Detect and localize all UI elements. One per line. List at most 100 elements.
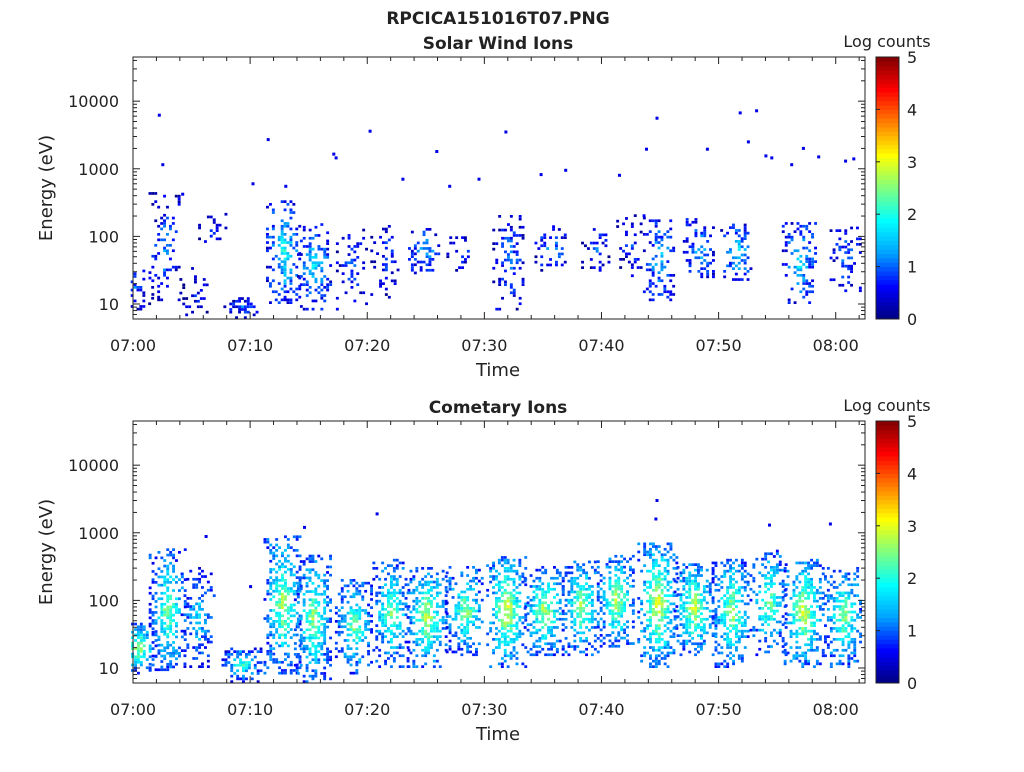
heatmap-cell: [290, 277, 293, 280]
heatmap-cell: [538, 651, 541, 654]
heatmap-cell: [418, 638, 421, 641]
heatmap-cell: [513, 245, 516, 248]
heatmap-cell: [559, 640, 562, 643]
heatmap-cell: [284, 582, 287, 585]
heatmap-cell: [795, 633, 798, 636]
heatmap-cell: [842, 654, 845, 657]
heatmap-cell: [609, 577, 612, 580]
heatmap-cell: [810, 578, 813, 581]
heatmap-cell: [606, 604, 609, 607]
heatmap-cell: [559, 607, 562, 610]
heatmap-cell: [617, 596, 620, 599]
heatmap-cell: [375, 660, 378, 663]
heatmap-cell: [158, 636, 161, 639]
heatmap-cell: [652, 266, 655, 269]
heatmap-cell: [550, 648, 553, 651]
heatmap-cell: [703, 229, 706, 232]
heatmap-cell: [498, 605, 501, 608]
heatmap-cell: [309, 270, 312, 273]
heatmap-cell: [773, 574, 776, 577]
heatmap-cell: [770, 569, 773, 572]
heatmap-cell: [741, 573, 744, 576]
heatmap-cell: [620, 599, 623, 602]
heatmap-cell: [540, 255, 543, 258]
heatmap-cell: [300, 240, 303, 243]
heatmap-cell: [519, 297, 522, 300]
heatmap-cell: [245, 656, 248, 659]
heatmap-cell: [290, 609, 293, 612]
heatmap-cell: [239, 650, 242, 653]
heatmap-cell: [492, 578, 495, 581]
heatmap-cell: [609, 585, 612, 588]
heatmap-cell: [649, 219, 652, 222]
heatmap-cell: [776, 550, 779, 553]
heatmap-cell: [501, 600, 504, 603]
heatmap-cell: [498, 583, 501, 586]
heatmap-cell: [538, 604, 541, 607]
heatmap-cell: [594, 626, 597, 629]
heatmap-cell: [284, 285, 287, 288]
heatmap-cell: [287, 299, 290, 302]
heatmap-cell: [779, 621, 782, 624]
heatmap-cell: [617, 607, 620, 610]
heatmap-cell: [299, 565, 302, 568]
heatmap-cell: [492, 562, 495, 565]
heatmap-cell: [207, 616, 210, 619]
heatmap-point: [540, 173, 543, 176]
heatmap-cell: [275, 615, 278, 618]
heatmap-cell: [564, 236, 567, 239]
heatmap-cell: [680, 604, 683, 607]
heatmap-cell: [233, 650, 236, 653]
heatmap-cell: [807, 564, 810, 567]
heatmap-cell: [747, 573, 750, 576]
heatmap-cell: [819, 605, 822, 608]
heatmap-cell: [764, 615, 767, 618]
heatmap-cell: [498, 600, 501, 603]
heatmap-cell: [269, 617, 272, 620]
heatmap-cell: [192, 616, 195, 619]
heatmap-cell: [649, 553, 652, 556]
heatmap-cell: [461, 266, 464, 269]
heatmap-cell: [140, 655, 143, 658]
heatmap-cell: [412, 608, 415, 611]
heatmap-cell: [550, 602, 553, 605]
heatmap-cell: [421, 611, 424, 614]
heatmap-cell: [309, 237, 312, 240]
heatmap-cell: [600, 634, 603, 637]
heatmap-cell: [298, 296, 301, 299]
heatmap-cell: [362, 267, 365, 270]
heatmap-cell: [738, 635, 741, 638]
heatmap-cell: [169, 576, 172, 579]
heatmap-cell: [152, 622, 155, 625]
heatmap-cell: [204, 630, 207, 633]
heatmap-cell: [299, 658, 302, 661]
heatmap-cell: [192, 627, 195, 630]
heatmap-cell: [597, 612, 600, 615]
heatmap-cell: [498, 281, 501, 284]
heatmap-cell: [303, 245, 306, 248]
heatmap-cell: [181, 581, 184, 584]
heatmap-cell: [652, 589, 655, 592]
heatmap-cell: [538, 607, 541, 610]
heatmap-cell: [201, 575, 204, 578]
heatmap-cell: [682, 580, 685, 583]
heatmap-cell: [293, 593, 296, 596]
heatmap-cell: [553, 582, 556, 585]
heatmap-cell: [585, 612, 588, 615]
heatmap-cell: [830, 627, 833, 630]
heatmap-cell: [300, 560, 303, 563]
heatmap-cell: [466, 632, 469, 635]
heatmap-cell: [582, 607, 585, 610]
heatmap-cell: [632, 604, 635, 607]
heatmap-cell: [565, 626, 568, 629]
heatmap-cell: [418, 581, 421, 584]
heatmap-cell: [341, 617, 344, 620]
heatmap-cell: [672, 274, 675, 277]
heatmap-cell: [149, 554, 152, 557]
heatmap-cell: [312, 675, 315, 678]
heatmap-cell: [449, 577, 452, 580]
heatmap-cell: [317, 601, 320, 604]
heatmap-cell: [385, 269, 388, 272]
heatmap-cell: [779, 604, 782, 607]
heatmap-cell: [747, 581, 750, 584]
